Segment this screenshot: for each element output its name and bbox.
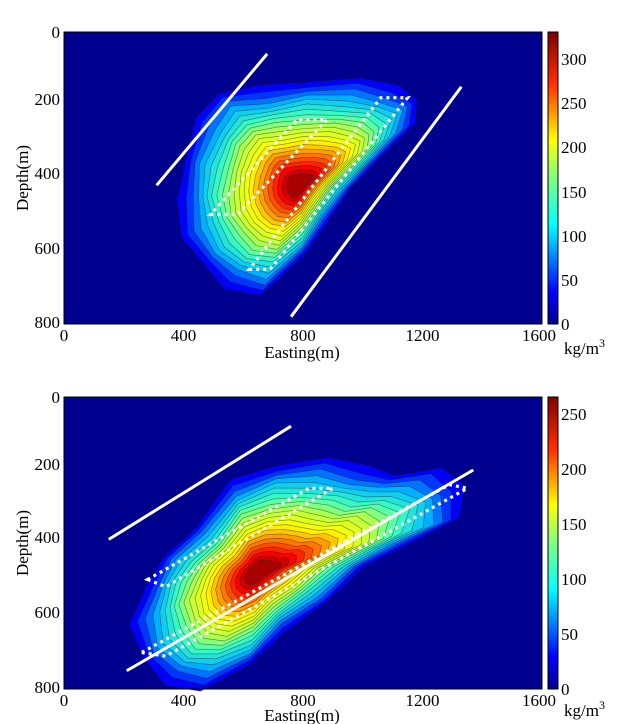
colorbar-unit: kg/m3 — [564, 336, 605, 358]
density-anomaly — [129, 457, 466, 692]
colorbar-tick-label: 0 — [561, 680, 570, 699]
y-axis: 0 200 400 600 800 Depth(m) — [13, 388, 60, 697]
colorbar-gradient — [547, 396, 559, 690]
colorbar-tick-label: 200 — [561, 138, 587, 157]
interpretation-overlay — [108, 424, 475, 673]
colorbar-unit: kg/m3 — [564, 698, 605, 720]
colorbar-ticks: 0 50 100 150 200 250 — [561, 405, 587, 699]
y-tick-label: 800 — [35, 678, 61, 697]
colorbar-tick-label: 300 — [561, 50, 587, 69]
source-body-outline — [136, 482, 472, 658]
y-tick-label: 200 — [35, 90, 61, 109]
y-tick-label: 600 — [35, 239, 61, 258]
contour-level — [286, 173, 314, 198]
x-tick-label: 800 — [290, 326, 316, 345]
x-tick-label: 1600 — [522, 691, 556, 710]
interpretation-line — [289, 85, 463, 318]
x-tick-label: 1200 — [406, 326, 440, 345]
x-axis-label: Easting(m) — [264, 343, 340, 362]
density-anomaly — [177, 77, 418, 296]
y-tick-label: 0 — [52, 388, 61, 407]
colorbar-ticks: 0 50 100 150 200 250 300 — [561, 50, 587, 334]
x-tick-label: 400 — [171, 326, 197, 345]
plot-frame — [63, 31, 543, 325]
y-tick-label: 400 — [35, 164, 61, 183]
interpretation-line — [155, 52, 269, 187]
y-tick-label: 400 — [35, 528, 61, 547]
colorbar-tick-label: 250 — [561, 94, 587, 113]
contour-level — [244, 559, 282, 586]
colorbar-tick-label: 200 — [561, 460, 587, 479]
colorbar: 0 50 100 150 200 250 kg/m3 — [547, 396, 605, 720]
colorbar-tick-label: 50 — [561, 625, 578, 644]
x-tick-label: 800 — [290, 691, 316, 710]
colorbar-tick-label: 150 — [561, 515, 587, 534]
y-axis-label: Depth(m) — [13, 510, 32, 576]
interpretation-overlay — [155, 52, 463, 318]
y-tick-label: 200 — [35, 455, 61, 474]
x-tick-label: 1600 — [522, 326, 556, 345]
interpretation-line — [108, 424, 292, 541]
source-body-outline — [245, 96, 411, 271]
colorbar-tick-label: 50 — [561, 271, 578, 290]
x-tick-label: 1200 — [406, 691, 440, 710]
colorbar-tick-label: 250 — [561, 405, 587, 424]
y-axis: 0 200 400 600 800 Depth(m) — [13, 23, 60, 332]
y-tick-label: 600 — [35, 603, 61, 622]
colorbar-gradient — [547, 31, 559, 325]
colorbar-tick-label: 150 — [561, 183, 587, 202]
x-tick-label: 400 — [171, 691, 197, 710]
plot-frame — [63, 396, 543, 690]
panel-2: 0 400 800 1200 1600 Easting(m) 0 200 400… — [13, 388, 605, 724]
x-tick-label: 0 — [60, 691, 69, 710]
interpretation-line — [125, 468, 475, 673]
x-axis: 0 400 800 1200 1600 Easting(m) — [60, 326, 556, 362]
y-tick-label: 0 — [52, 23, 61, 42]
colorbar-tick-label: 100 — [561, 227, 587, 246]
y-axis-label: Depth(m) — [13, 145, 32, 211]
colorbar-tick-label: 100 — [561, 570, 587, 589]
x-tick-label: 0 — [60, 326, 69, 345]
y-tick-label: 800 — [35, 313, 61, 332]
x-axis: 0 400 800 1200 1600 Easting(m) — [60, 691, 556, 724]
colorbar-tick-label: 0 — [561, 315, 570, 334]
x-axis-label: Easting(m) — [264, 706, 340, 724]
colorbar: 0 50 100 150 200 250 300 kg/m3 — [547, 31, 605, 358]
panel-1: 0 400 800 1200 1600 Easting(m) 0 200 400… — [13, 23, 605, 362]
